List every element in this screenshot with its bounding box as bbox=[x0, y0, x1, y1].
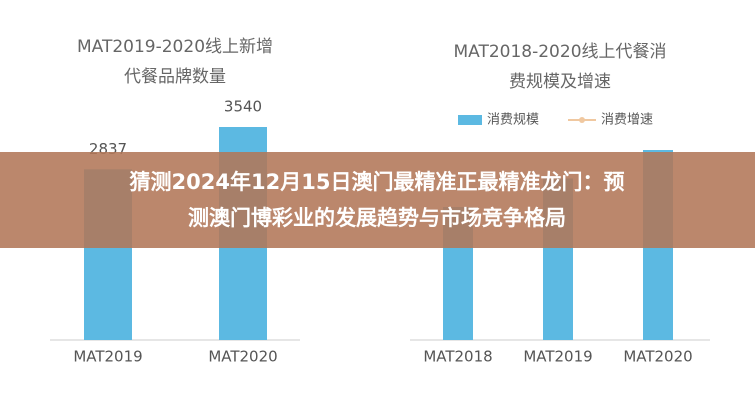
legend-swatch bbox=[458, 115, 482, 125]
x-tick-label: MAT2019 bbox=[73, 348, 142, 366]
chart-title: 代餐品牌数量 bbox=[124, 67, 226, 87]
x-tick-label: MAT2020 bbox=[623, 348, 692, 366]
chart-title: 费规模及增速 bbox=[509, 72, 611, 92]
x-tick-label: MAT2019 bbox=[523, 348, 592, 366]
legend-label: 消费规模 bbox=[487, 113, 539, 128]
data-label: 3540 bbox=[224, 98, 262, 116]
x-tick-label: MAT2018 bbox=[423, 348, 492, 366]
chart-title: MAT2018-2020线上代餐消 bbox=[453, 42, 666, 62]
banner-line: 猜测2024年12月15日澳门最精准正最精准龙门：预 bbox=[129, 170, 625, 194]
x-tick-label: MAT2020 bbox=[208, 348, 277, 366]
chart-title: MAT2019-2020线上新增 bbox=[77, 37, 273, 57]
banner-line: 测澳门博彩业的发展趋势与市场竞争格局 bbox=[188, 206, 566, 230]
legend-marker bbox=[579, 117, 585, 123]
banner bbox=[0, 152, 755, 248]
legend-label: 消费增速 bbox=[601, 113, 653, 128]
